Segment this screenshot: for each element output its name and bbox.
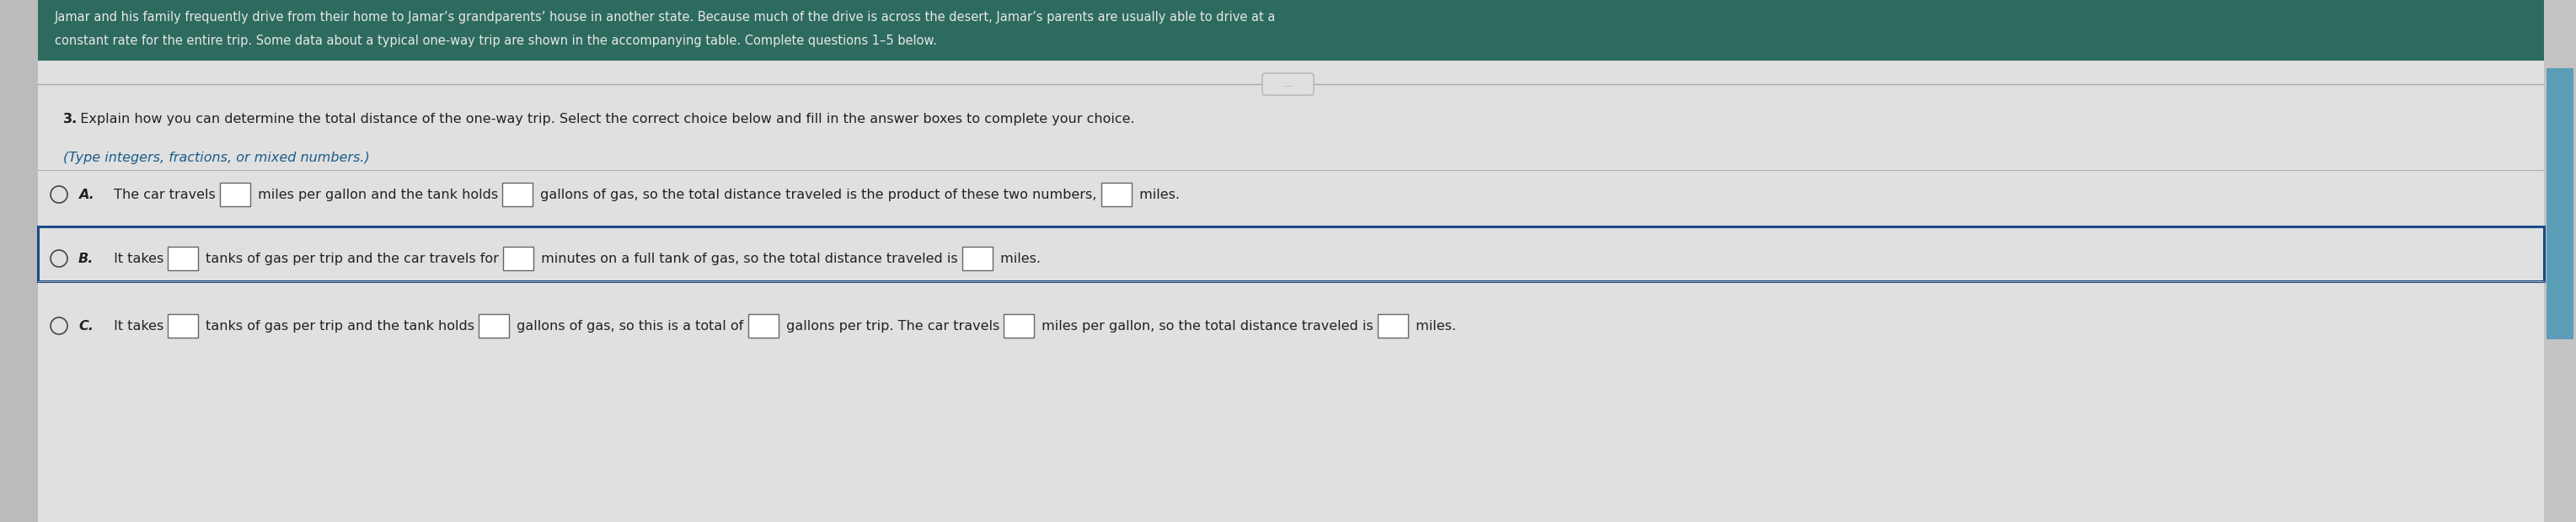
Text: It takes: It takes: [111, 320, 167, 333]
Bar: [219, 183, 250, 206]
Bar: [2545, 0, 2576, 522]
Text: …: …: [1283, 80, 1293, 88]
Bar: [1378, 314, 1409, 338]
Bar: [479, 314, 510, 338]
Bar: [39, 227, 2545, 281]
Text: gallons per trip. The car travels: gallons per trip. The car travels: [783, 320, 1005, 333]
Text: A.: A.: [77, 188, 95, 201]
Text: miles.: miles.: [1412, 320, 1455, 333]
Bar: [502, 247, 533, 270]
Text: 3.: 3.: [64, 113, 77, 125]
Text: The car travels: The car travels: [111, 188, 219, 201]
Text: (Type integers, fractions, or mixed numbers.): (Type integers, fractions, or mixed numb…: [64, 151, 371, 164]
FancyBboxPatch shape: [1262, 73, 1314, 95]
Bar: [747, 314, 778, 338]
Text: miles.: miles.: [997, 253, 1041, 265]
Text: gallons of gas, so this is a total of: gallons of gas, so this is a total of: [513, 320, 747, 333]
Bar: [2548, 68, 2573, 339]
Bar: [0, 0, 39, 522]
Bar: [39, 61, 2545, 522]
Text: miles per gallon, so the total distance traveled is: miles per gallon, so the total distance …: [1038, 320, 1378, 333]
Text: 3. Explain how you can determine the total distance of the one-way trip. Select : 3. Explain how you can determine the tot…: [64, 113, 1136, 125]
Bar: [167, 247, 198, 270]
Bar: [0, 0, 2576, 61]
Text: constant rate for the entire trip. Some data about a typical one-way trip are sh: constant rate for the entire trip. Some …: [54, 35, 938, 48]
Text: B.: B.: [77, 253, 93, 265]
Text: minutes on a full tank of gas, so the total distance traveled is: minutes on a full tank of gas, so the to…: [536, 253, 963, 265]
Text: tanks of gas per trip and the car travels for: tanks of gas per trip and the car travel…: [201, 253, 502, 265]
Text: gallons of gas, so the total distance traveled is the product of these two numbe: gallons of gas, so the total distance tr…: [536, 188, 1100, 201]
Text: miles per gallon and the tank holds: miles per gallon and the tank holds: [252, 188, 502, 201]
Bar: [1005, 314, 1033, 338]
Text: miles.: miles.: [1136, 188, 1180, 201]
Bar: [1100, 183, 1131, 206]
Bar: [963, 247, 992, 270]
Text: Jamar and his family frequently drive from their home to Jamar’s grandparents’ h: Jamar and his family frequently drive fr…: [54, 11, 1275, 23]
Text: It takes: It takes: [111, 253, 167, 265]
Text: C.: C.: [77, 320, 93, 333]
Bar: [502, 183, 533, 206]
Bar: [167, 314, 198, 338]
Text: tanks of gas per trip and the tank holds: tanks of gas per trip and the tank holds: [201, 320, 479, 333]
